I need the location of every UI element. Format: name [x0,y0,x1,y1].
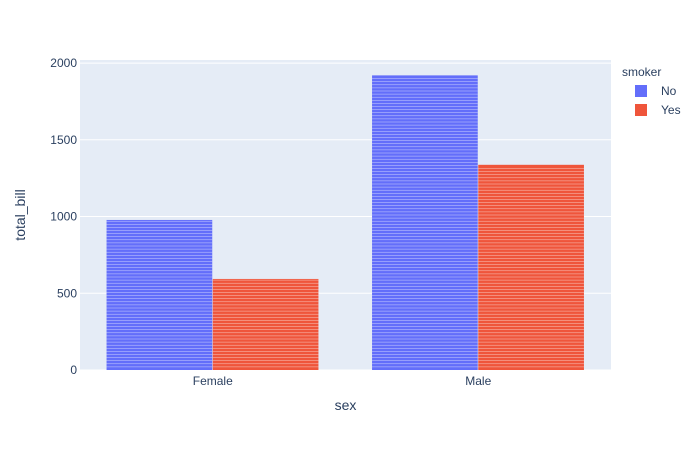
x-tick-label: Male [465,374,491,388]
y-tick-label: 2000 [50,56,77,70]
y-axis-title: total_bill [12,189,28,240]
legend-label: Yes [661,103,681,117]
legend-label: No [661,84,677,98]
x-tick-label: Female [193,374,233,388]
x-tick-labels: Female Male [193,374,492,388]
bar[interactable] [212,278,319,370]
y-tick-label: 1500 [50,133,77,147]
bars [106,75,584,371]
legend-item-no[interactable]: No [635,84,677,98]
y-tick-label: 500 [57,286,77,300]
y-tick-labels: 0 500 1000 1500 2000 [50,56,77,377]
bar-male-yes[interactable] [478,164,584,370]
bar-female-no[interactable] [106,219,213,370]
y-tick-label: 1000 [50,210,77,224]
legend-swatch [635,85,647,97]
bar[interactable] [372,75,478,371]
bar-female-yes[interactable] [212,278,319,370]
legend-title: smoker [622,65,661,79]
y-tick-label: 0 [70,363,77,377]
bar[interactable] [106,219,213,370]
bar-male-no[interactable] [372,75,478,371]
legend[interactable]: smoker No Yes [622,65,681,117]
x-axis-title: sex [335,397,357,413]
legend-swatch [635,104,647,116]
legend-item-yes[interactable]: Yes [635,103,681,117]
